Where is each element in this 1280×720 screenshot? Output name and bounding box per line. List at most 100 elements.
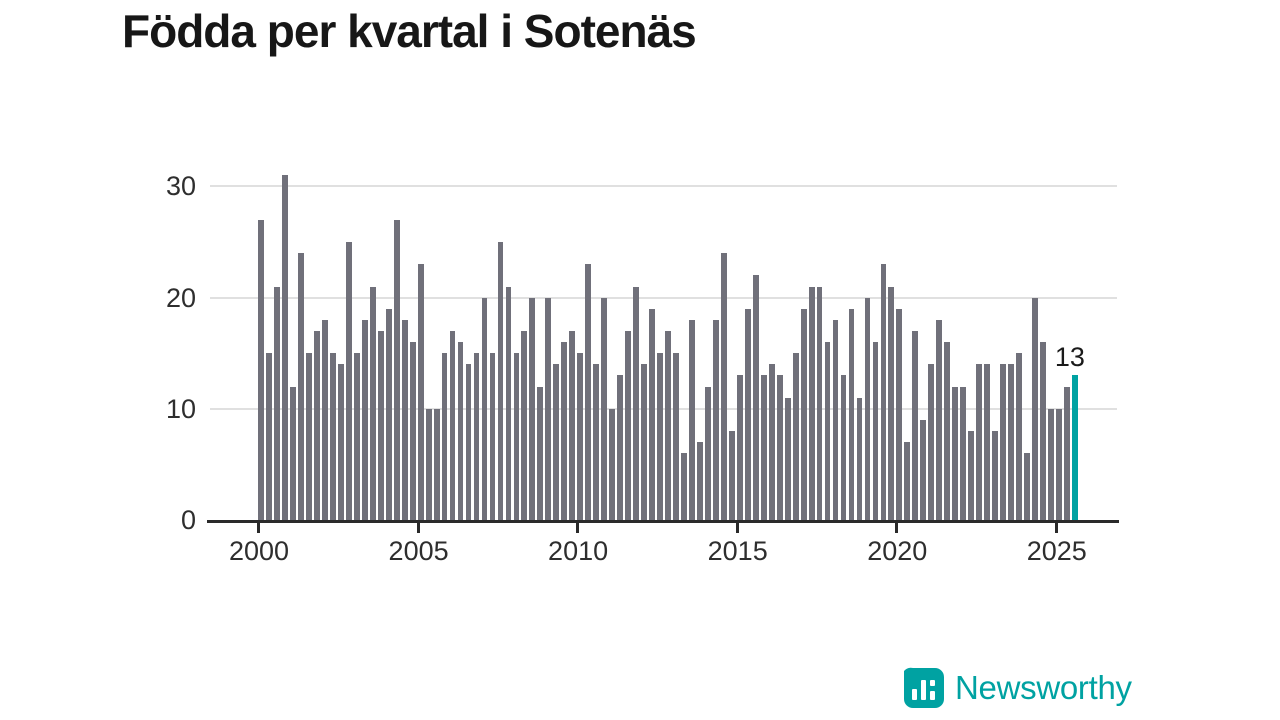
bar-2024-q2 [1032,297,1038,520]
bar-2009-q3 [561,342,568,520]
bar-2020-q2 [904,442,911,520]
bar-2009-q4 [569,331,576,520]
bar-2020-q3 [912,331,919,520]
bar-2004-q1 [385,308,392,520]
x-axis-label-2010: 2010 [548,536,609,566]
bar-2016-q4 [792,353,799,520]
bar-2007-q4 [505,286,512,520]
x-axis-tick-2015 [735,522,739,533]
bar-2004-q4 [409,342,416,520]
bar-2003-q2 [361,319,368,520]
bar-2016-q3 [784,397,791,520]
bar-2003-q1 [353,353,360,520]
bar-2023-q2 [1000,364,1006,520]
bar-2004-q3 [401,319,408,520]
bar-2006-q2 [457,342,464,520]
bar-2021-q2 [936,319,943,520]
bar-2009-q1 [545,297,552,520]
bar-2007-q2 [489,353,496,520]
bar-2014-q4 [728,431,735,520]
bar-2021-q1 [928,364,935,520]
bar-2000-q1 [258,219,264,520]
bar-2011-q3 [625,331,631,520]
bar-2018-q4 [856,397,863,520]
newsworthy-logo-icon [904,667,944,708]
bar-2018-q1 [832,319,839,520]
bar-2024-q4 [1048,408,1054,520]
bar-2006-q4 [473,353,480,520]
bar-2002-q4 [345,242,352,520]
bar-2001-q4 [314,331,320,520]
bar-2017-q3 [816,286,823,520]
x-axis-line [207,519,1119,523]
bar-2006-q3 [465,364,472,520]
bar-2017-q4 [824,342,831,520]
y-axis-label-10: 10 [165,393,196,424]
bar-2018-q2 [840,375,847,520]
bar-2019-q1 [864,297,871,520]
bar-2019-q4 [888,286,895,520]
bar-2025-q2 [1064,386,1070,520]
bar-2000-q3 [274,286,280,520]
bar-2002-q1 [322,319,328,520]
bar-2015-q3 [752,275,759,520]
latest-value-label: 13 [1054,341,1085,372]
gridline-10 [210,407,1117,410]
x-axis-label-2015: 2015 [707,536,768,566]
bar-2015-q1 [736,375,743,520]
bar-2017-q1 [800,308,807,520]
bar-2012-q1 [641,364,647,520]
gridline-20 [210,296,1117,299]
x-axis-label-2005: 2005 [388,536,449,566]
y-axis-label-30: 30 [165,171,196,202]
newsworthy-logo-text: Newsworthy [955,669,1132,706]
bar-2005-q2 [425,408,432,520]
bar-2019-q3 [880,264,887,520]
bar-2022-q1 [960,386,967,520]
bar-2021-q3 [944,342,951,520]
bar-2011-q2 [617,375,624,520]
bar-2022-q2 [968,431,975,520]
bar-2010-q1 [577,353,584,520]
bar-2013-q4 [697,442,703,520]
bar-2011-q4 [633,286,639,520]
bar-2008-q3 [529,297,536,520]
chart-title: Födda per kvartal i Sotenäs [122,5,697,57]
newsworthy-logo: Newsworthy [903,667,1132,709]
x-axis-label-2000: 2000 [228,536,290,566]
bar-2013-q2 [681,453,687,520]
bar-2023-q1 [992,431,998,520]
bar-2025-q1 [1056,408,1062,520]
bar-2024-q1 [1024,453,1030,520]
bar-2008-q1 [513,353,520,520]
bar-2018-q3 [848,308,855,520]
bar-2023-q4 [1016,353,1022,520]
bar-2010-q3 [593,364,600,520]
bar-2013-q3 [689,319,695,520]
bar-2019-q2 [872,342,879,520]
bar-2003-q4 [377,331,384,520]
bar-2001-q3 [306,353,312,520]
bar-2020-q1 [896,308,903,520]
bar-2000-q4 [282,175,288,520]
bar-2008-q2 [521,331,528,520]
x-axis-label-2025: 2025 [1026,536,1087,566]
gridline-30 [210,185,1117,188]
x-axis-tick-2005 [416,522,420,533]
bar-2002-q2 [330,353,336,520]
x-axis-tick-2025 [1054,522,1058,533]
bar-2024-q3 [1040,342,1046,520]
bar-2001-q2 [298,253,304,520]
bar-2005-q3 [433,408,440,520]
bar-2016-q1 [768,364,775,520]
bar-2007-q3 [497,242,504,520]
bar-2013-q1 [673,353,679,520]
bar-2002-q3 [337,364,344,520]
bar-2004-q2 [393,219,400,520]
y-axis-label-20: 20 [165,282,196,313]
x-axis-tick-2020 [895,522,899,533]
bar-2022-q4 [984,364,991,520]
x-axis-label-2020: 2020 [867,536,928,566]
